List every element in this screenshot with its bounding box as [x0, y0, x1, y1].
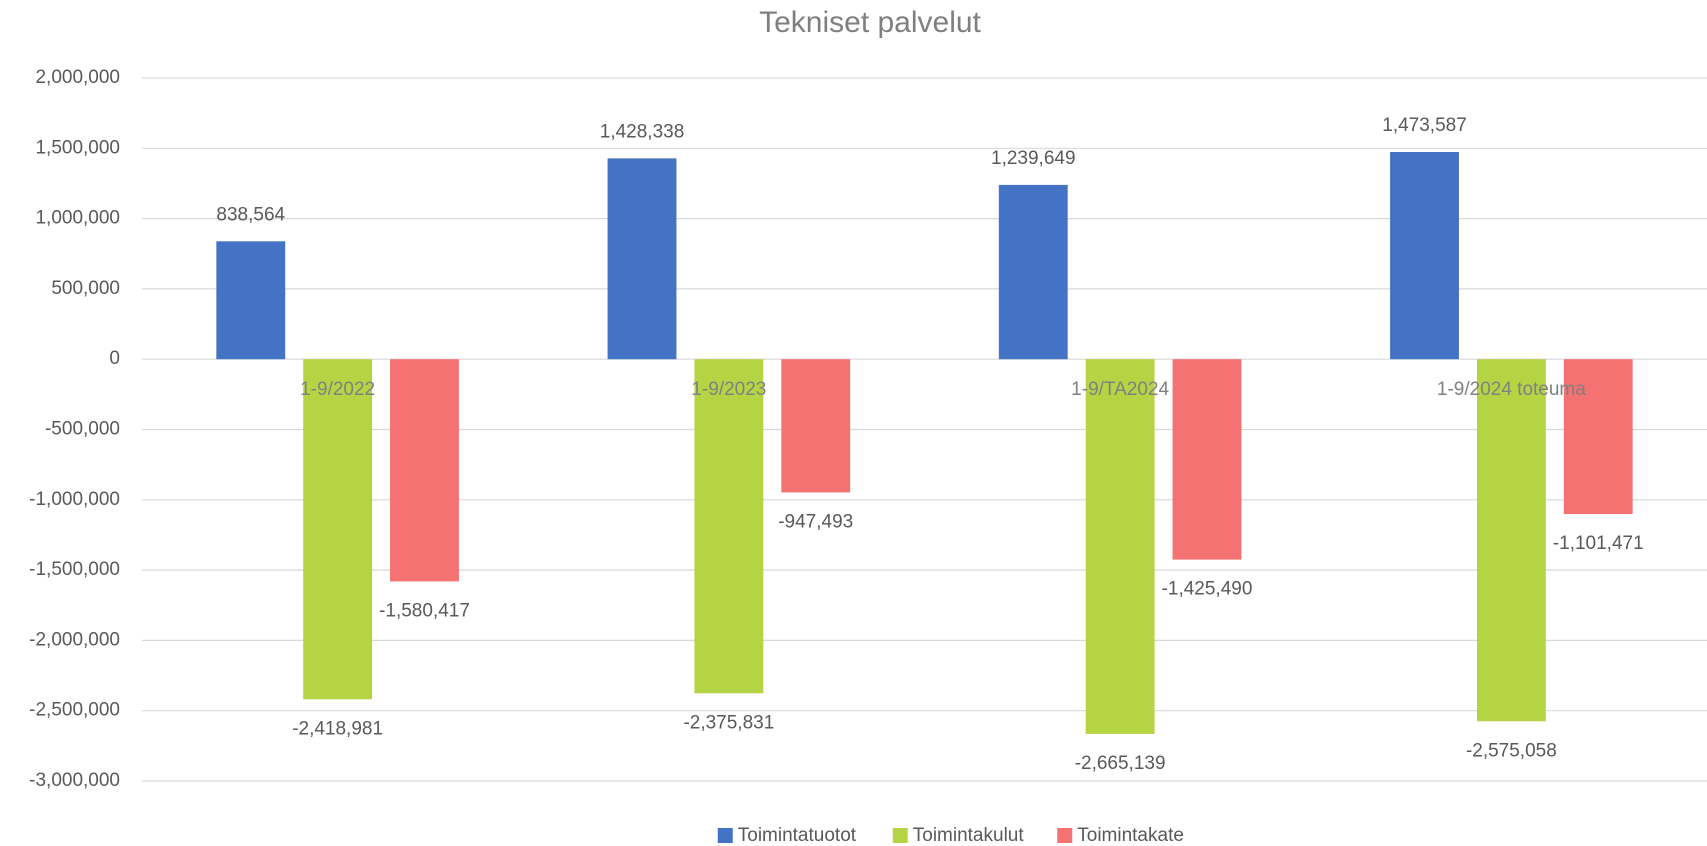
bar: [607, 158, 677, 360]
y-tick-label: -500,000: [45, 419, 120, 440]
data-label: 1,428,338: [600, 121, 685, 142]
y-tick-label: 2,000,000: [35, 67, 120, 88]
legend-label: Toimintakate: [1077, 825, 1184, 846]
bar: [694, 359, 764, 694]
bar: [303, 359, 373, 700]
data-label: 838,564: [216, 204, 285, 225]
y-tick-label: -2,500,000: [29, 700, 120, 721]
bar: [1476, 359, 1546, 722]
y-tick-label: 1,000,000: [35, 208, 120, 229]
x-tick-label: 1-9/TA2024: [1071, 379, 1169, 400]
y-tick-label: 1,500,000: [35, 137, 120, 158]
legend-swatch: [892, 828, 908, 843]
bar: [781, 359, 851, 493]
bar: [216, 241, 286, 360]
y-tick-label: -1,500,000: [29, 559, 120, 580]
data-label: 1,239,649: [991, 148, 1076, 169]
bar: [1085, 359, 1155, 734]
data-label: -1,101,471: [1553, 533, 1644, 554]
legend-swatch: [717, 828, 733, 843]
data-label: -2,375,831: [683, 712, 774, 733]
bar: [1172, 359, 1242, 560]
legend-swatch: [1057, 828, 1073, 843]
y-tick-label: 0: [109, 348, 120, 369]
x-tick-label: 1-9/2022: [300, 379, 375, 400]
bar: [1390, 152, 1459, 360]
data-label: -2,665,139: [1075, 753, 1166, 774]
y-tick-label: -2,000,000: [29, 629, 120, 650]
data-label: -2,418,981: [292, 718, 383, 739]
bar: [998, 184, 1068, 360]
bar: [1563, 359, 1633, 515]
data-label: 1,473,587: [1382, 115, 1467, 136]
y-tick-label: -3,000,000: [29, 770, 120, 791]
data-label: -1,425,490: [1162, 579, 1253, 600]
y-tick-label: -1,000,000: [29, 489, 120, 510]
chart-title: Tekniset palvelut: [759, 6, 981, 39]
x-tick-label: 1-9/2024 toteuma: [1437, 379, 1586, 400]
data-label: -2,575,058: [1466, 740, 1557, 761]
y-tick-label: 500,000: [51, 278, 120, 299]
x-tick-label: 1-9/2023: [691, 379, 766, 400]
legend-label: Toimintakulut: [913, 825, 1025, 846]
bar: [390, 359, 459, 582]
legend-label: Toimintatuotot: [738, 825, 857, 846]
data-label: -947,493: [778, 511, 853, 532]
data-label: -1,580,417: [379, 600, 470, 621]
